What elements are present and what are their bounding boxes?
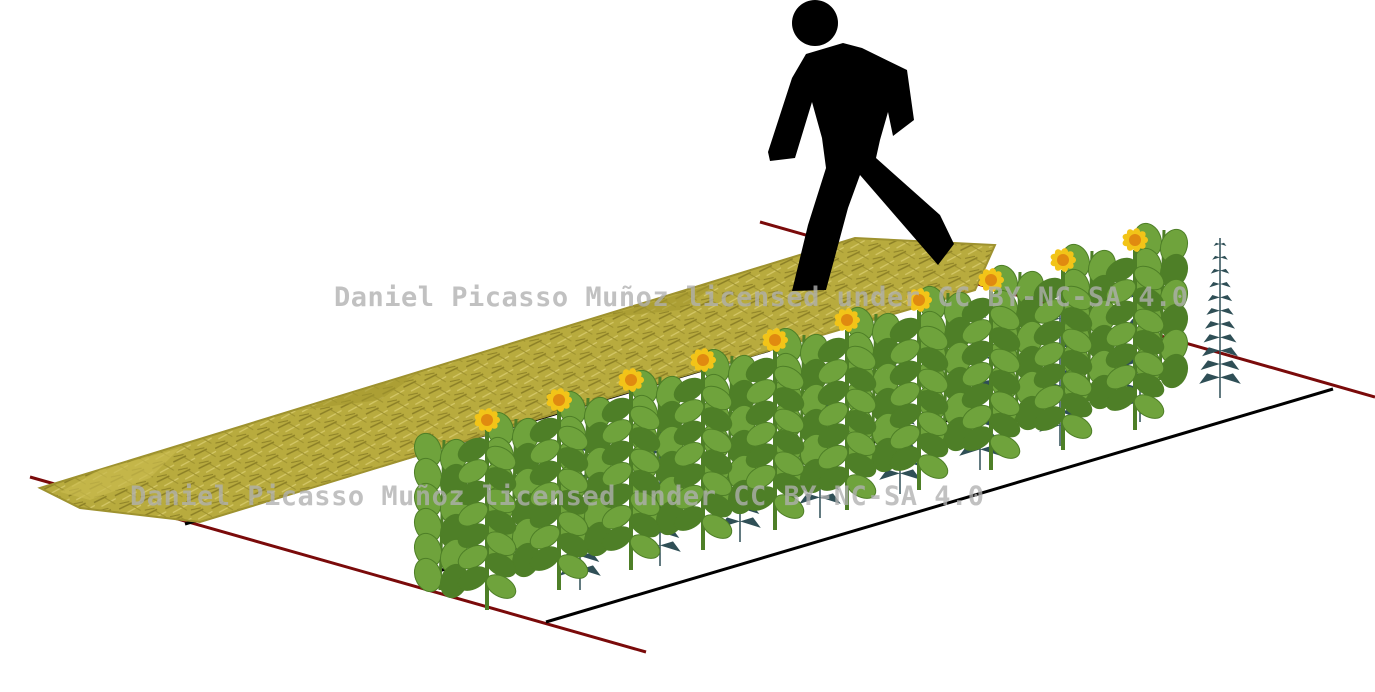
sunflower-head — [1050, 248, 1076, 272]
sunflower-plant — [529, 388, 589, 590]
sunflower-head — [978, 268, 1004, 292]
bed-front-edge — [545, 387, 1334, 624]
straw-mulch-path — [37, 236, 997, 524]
sunflower-head — [618, 368, 644, 392]
sunflower-plant — [889, 288, 949, 490]
sunflower-head — [474, 408, 500, 432]
sunflower-head — [906, 288, 932, 312]
sunflower-plant — [817, 308, 877, 510]
sunflower-plant — [961, 268, 1021, 470]
sunflower-plant — [745, 328, 805, 530]
sunflower-head — [1122, 228, 1148, 252]
sunflower-head — [762, 328, 788, 352]
sunflower-plant — [673, 348, 733, 550]
walking-person-icon — [768, 0, 954, 291]
sunflower-plant — [1033, 248, 1093, 450]
blue-herb-plant — [1199, 238, 1241, 398]
sunflower-plant — [1105, 228, 1165, 430]
sunflower-head — [546, 388, 572, 412]
sunflower-head — [834, 308, 860, 332]
sunflower-head — [690, 348, 716, 372]
plant-rows — [413, 222, 1241, 610]
sunflower-plant — [457, 408, 517, 610]
sunflower-plant — [601, 368, 661, 570]
